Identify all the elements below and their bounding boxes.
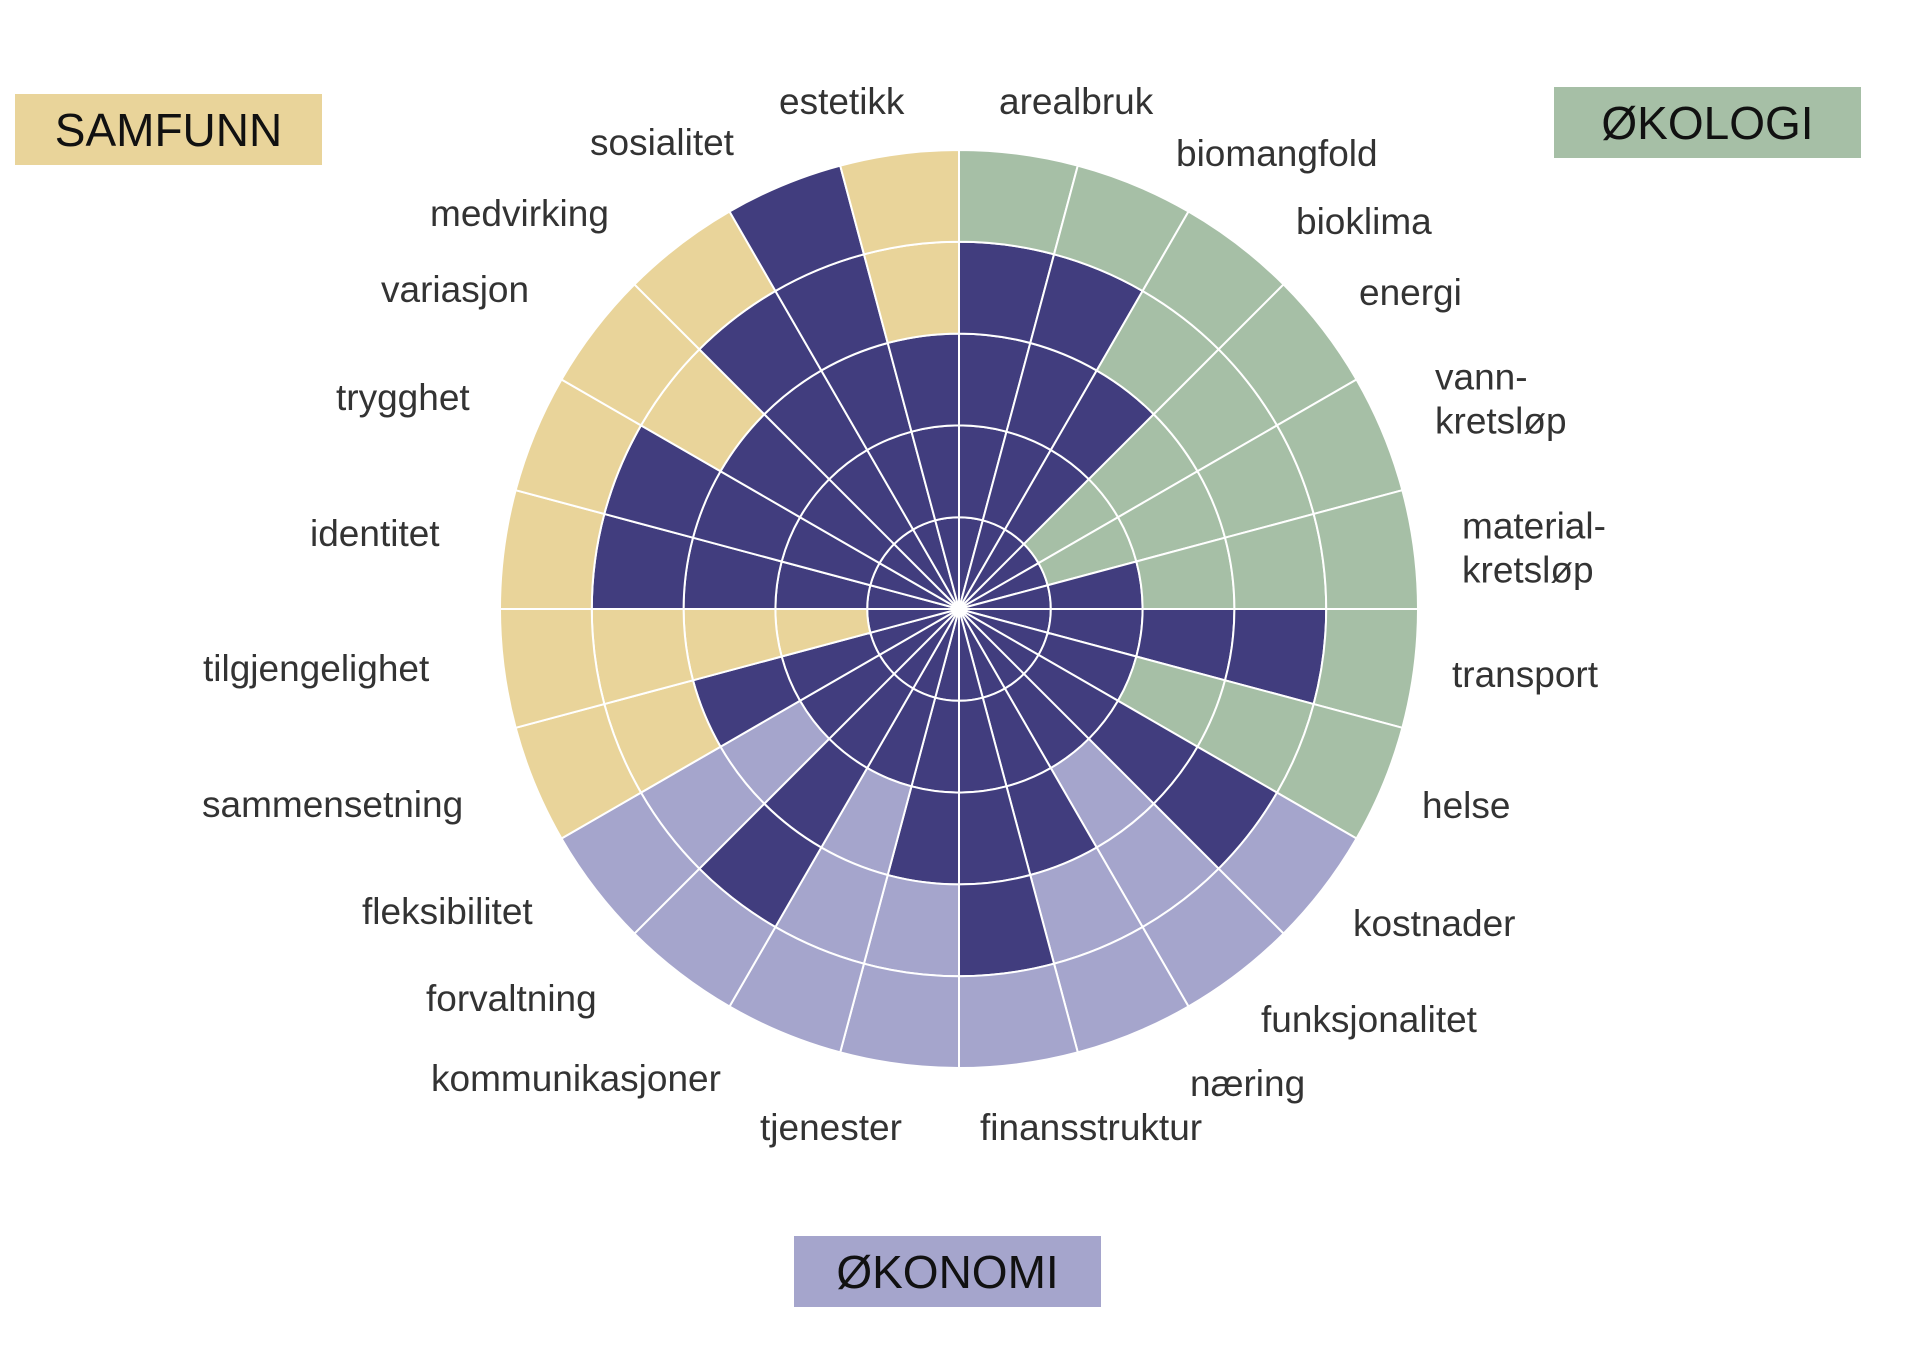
axis-label-sammensetning: sammensetning: [202, 783, 464, 825]
axis-label-vannkretsløp: vann- kretsløp: [1435, 356, 1567, 442]
axis-label-biomangfold: biomangfold: [1176, 132, 1378, 174]
axis-label-finansstruktur: finansstruktur: [980, 1106, 1203, 1148]
axis-label-funksjonalitet: funksjonalitet: [1261, 998, 1477, 1040]
center-dot: [953, 603, 965, 615]
axis-label-tjenester: tjenester: [760, 1106, 902, 1148]
axis-label-helse: helse: [1422, 784, 1511, 826]
axis-label-kommunikasjoner: kommunikasjoner: [431, 1057, 721, 1099]
category-box-ecology: ØKOLOGI: [1554, 87, 1861, 158]
axis-label-tilgjengelighet: tilgjengelighet: [203, 647, 430, 689]
axis-label-identitet: identitet: [310, 512, 440, 554]
axis-label-materialkretsløp: material- kretsløp: [1462, 505, 1606, 591]
axis-label-energi: energi: [1359, 271, 1462, 313]
axis-label-næring: næring: [1190, 1062, 1306, 1104]
category-box-economy: ØKONOMI: [794, 1236, 1101, 1307]
category-box-society: SAMFUNN: [15, 94, 322, 165]
axis-label-sosialitet: sosialitet: [590, 121, 734, 163]
axis-label-transport: transport: [1452, 653, 1599, 695]
axis-label-forvaltning: forvaltning: [426, 977, 597, 1019]
axis-label-arealbruk: arealbruk: [999, 80, 1154, 122]
axis-label-estetikk: estetikk: [779, 80, 905, 122]
axis-label-trygghet: trygghet: [336, 376, 470, 418]
polar-cell-society-23-level-5: [838, 148, 960, 256]
axis-label-bioklima: bioklima: [1296, 200, 1432, 242]
axis-label-kostnader: kostnader: [1353, 902, 1516, 944]
axis-label-variasjon: variasjon: [381, 268, 530, 310]
axis-label-medvirking: medvirking: [430, 192, 609, 234]
axis-label-fleksibilitet: fleksibilitet: [362, 890, 533, 932]
